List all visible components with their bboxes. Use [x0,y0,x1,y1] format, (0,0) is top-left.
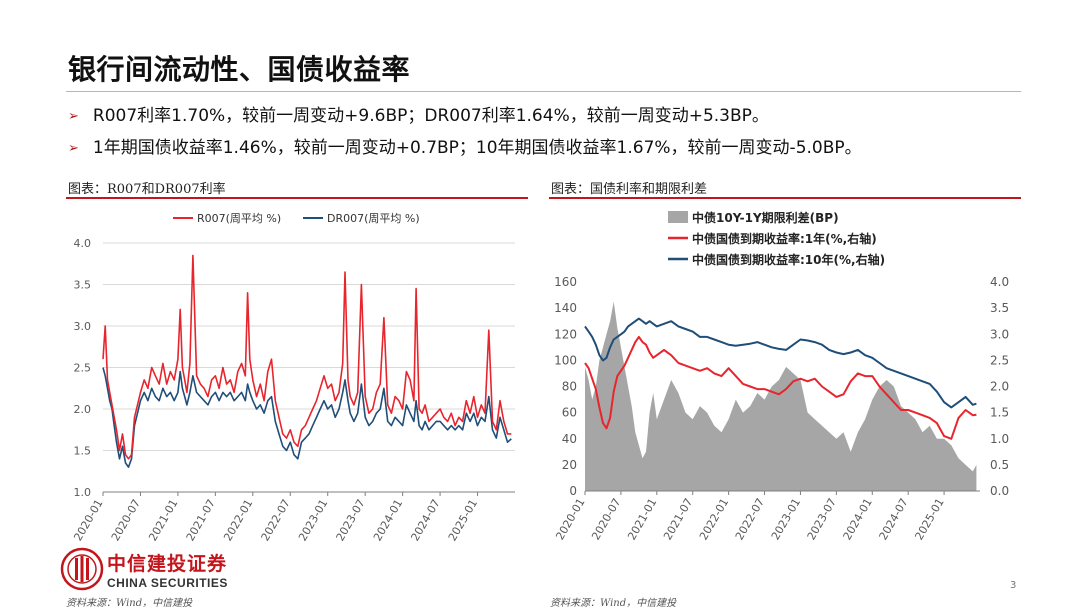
x-tick-label: 2020-07 [589,496,623,542]
treasury-yield-chart: 0 20 40 60 80 100 120 140 160 0.0 0.5 1.0 1.5 2.0 2.5 3… [553,210,1009,542]
x-tick-label: 2022-07 [259,497,293,543]
y-tick-label: 160 [554,275,577,289]
series-line-0 [102,254,512,460]
y2-tick-label: 0.0 [990,484,1009,498]
legend-label: 中债10Y-1Y期限利差(BP) [692,210,839,225]
y-tick-label: 100 [554,353,577,367]
x-tick-label: 2022-01 [221,497,255,543]
legend-swatch [668,211,688,223]
y2-tick-label: 2.0 [990,380,1009,394]
page-number: 3 [1010,580,1017,591]
x-tick-label: 2023-07 [805,496,839,542]
bullet-item: ➢ R007利率1.70%，较前一周变动+9.6BP；DR007利率1.64%，较… [68,101,769,126]
y-tick-label: 0 [569,484,577,498]
x-tick-label: 2020-01 [71,497,105,543]
y-tick-label: 140 [554,301,577,315]
y2-tick-label: 4.0 [990,275,1009,289]
series-line-1 [102,367,512,468]
brand-name-en: CHINA SECURITIES [107,576,228,590]
bullet-text: 1年期国债收益率1.46%，较前一周变动+0.7BP；10年期国债收益率1.67… [92,138,862,158]
bullet-text: R007利率1.70%，较前一周变动+9.6BP；DR007利率1.64%，较前… [92,106,769,126]
china-securities-logo-icon [60,547,104,591]
x-tick-label: 2023-01 [769,496,803,542]
figure-caption-rule [549,197,1021,199]
y2-tick-label: 3.0 [990,327,1009,341]
y-tick-label: 3.5 [74,279,92,292]
x-tick-label: 2022-07 [733,496,767,542]
bullet-item: ➢ 1年期国债收益率1.46%，较前一周变动+0.7BP；10年期国债收益率1.6… [68,133,862,158]
y-tick-label: 2.5 [74,362,92,375]
series-line-1 [584,335,977,440]
y2-tick-label: 1.0 [990,432,1009,446]
series-line-2 [584,317,977,409]
x-tick-label: 2024-01 [371,497,405,543]
x-tick-label: 2021-01 [146,497,180,543]
x-tick-label: 2025-01 [446,497,480,543]
x-tick-label: 2023-07 [334,497,368,543]
y2-tick-label: 2.5 [990,353,1009,367]
y-tick-label: 4.0 [74,237,92,250]
y2-tick-label: 1.5 [990,406,1009,420]
x-tick-label: 2021-01 [625,496,659,542]
x-tick-label: 2023-01 [296,497,330,543]
y2-tick-label: 3.5 [990,301,1009,315]
figure-caption-rule [66,197,528,199]
legend-label: 中债国债到期收益率:10年(%,右轴) [692,252,885,267]
x-tick-label: 2024-07 [408,497,442,543]
slide-title: 银行间流动性、国债收益率 [68,53,411,86]
figure-caption: 图表：国债利率和期限利差 [551,182,708,197]
y-tick-label: 40 [562,432,577,446]
x-tick-label: 2021-07 [184,497,218,543]
x-tick-label: 2020-07 [109,497,143,543]
bullet-arrow-icon: ➢ [68,141,79,156]
y-tick-label: 1.0 [74,486,92,499]
y-tick-label: 120 [554,327,577,341]
legend-label: DR007(周平均 %) [327,212,420,225]
y-tick-label: 80 [562,380,577,394]
y-tick-label: 3.0 [74,320,92,333]
bullet-arrow-icon: ➢ [68,109,79,124]
series-area-0 [585,301,977,491]
legend-label: 中债国债到期收益率:1年(%,右轴) [692,231,877,246]
y-tick-label: 60 [562,406,577,420]
y-tick-label: 1.5 [74,445,92,458]
title-divider [66,91,1021,92]
chart-source-note: 资料来源：Wind，中信建投 [550,598,677,609]
brand-name-cn: 中信建投证券 [107,553,228,575]
x-tick-label: 2024-07 [877,496,911,542]
x-tick-label: 2025-01 [912,496,946,542]
figure-caption: 图表：R007和DR007利率 [68,182,226,197]
x-tick-label: 2020-01 [553,496,587,542]
x-tick-label: 2022-01 [697,496,731,542]
y2-tick-label: 0.5 [990,458,1009,472]
y-tick-label: 2.0 [74,403,92,416]
chart-source-note: 资料来源：Wind，中信建投 [66,598,193,609]
x-tick-label: 2024-01 [841,496,875,542]
y-tick-label: 20 [562,458,577,472]
x-tick-label: 2021-07 [661,496,695,542]
legend-label: R007(周平均 %) [197,212,281,225]
